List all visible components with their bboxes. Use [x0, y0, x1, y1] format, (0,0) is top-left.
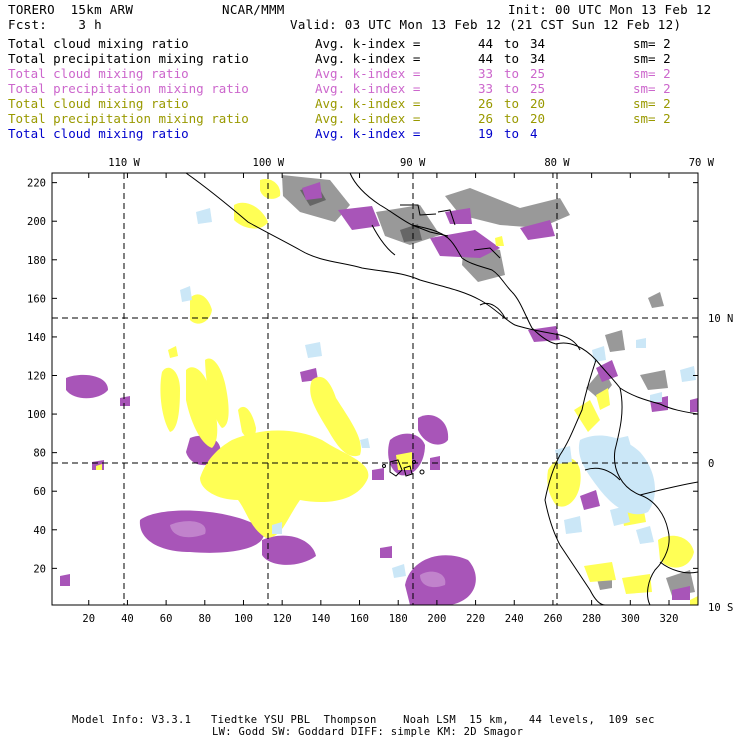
- cloud-fill-yellow: [96, 178, 698, 605]
- forecast-hour: Fcst: 3 h: [8, 17, 102, 32]
- x-tick-marks: [88, 173, 670, 605]
- field-name: Total precipitation mixing ratio: [8, 111, 249, 126]
- kindex-label: Avg. k-index =: [315, 51, 421, 66]
- latitude-label: 0: [708, 458, 714, 470]
- x-tick-label: 80: [198, 613, 211, 625]
- kindex-label: Avg. k-index =: [315, 96, 421, 111]
- x-tick-label: 60: [160, 613, 173, 625]
- kindex-to: 34: [530, 36, 546, 51]
- kindex-label: Avg. k-index =: [315, 81, 421, 96]
- kindex-from: 26: [478, 111, 494, 126]
- map-field: [52, 173, 698, 605]
- kindex-to: 25: [530, 66, 546, 81]
- y-tick-label: 200: [27, 216, 46, 228]
- smoothing: sm= 2: [633, 81, 671, 96]
- map-frame: [51, 172, 699, 606]
- y-tick-label: 220: [27, 178, 46, 190]
- x-tick-label: 160: [350, 613, 369, 625]
- kindex-to: 34: [530, 51, 546, 66]
- kindex-from: 19: [478, 126, 494, 141]
- kindex-to-word: to: [504, 111, 520, 126]
- latitude-label: 10 N: [708, 313, 733, 325]
- x-tick-label: 120: [273, 613, 292, 625]
- smoothing: sm= 2: [633, 111, 671, 126]
- kindex-from: 44: [478, 36, 494, 51]
- field-name: Total cloud mixing ratio: [8, 36, 189, 51]
- y-tick-label: 80: [33, 448, 46, 460]
- model-name: TORERO 15km ARW: [8, 2, 134, 17]
- kindex-to-word: to: [504, 126, 520, 141]
- field-name: Total cloud mixing ratio: [8, 126, 189, 141]
- field-name: Total cloud mixing ratio: [8, 66, 189, 81]
- y-tick-label: 120: [27, 371, 46, 383]
- y-tick-label: 160: [27, 293, 46, 305]
- latitude-labels: 10 N 0 10 S: [708, 313, 733, 614]
- latlon-grid: [52, 173, 698, 605]
- smoothing: sm= 2: [633, 96, 671, 111]
- init-time: Init: 00 UTC Mon 13 Feb 12: [508, 2, 712, 17]
- y-tick-label: 40: [33, 525, 46, 537]
- coastlines: [185, 173, 698, 605]
- cloud-fill-gray: [282, 175, 695, 596]
- x-tick-label: 280: [582, 613, 601, 625]
- x-tick-label: 300: [621, 613, 640, 625]
- x-tick-label: 180: [389, 613, 408, 625]
- y-tick-label: 180: [27, 255, 46, 267]
- x-tick-label: 320: [660, 613, 679, 625]
- kindex-to-word: to: [504, 66, 520, 81]
- x-tick-label: 200: [427, 613, 446, 625]
- kindex-from: 44: [478, 51, 494, 66]
- longitude-label: 110 W: [108, 157, 140, 169]
- smoothing: sm= 2: [633, 36, 671, 51]
- longitude-labels: 110 W 100 W 90 W 80 W 70 W: [108, 157, 714, 169]
- valid-time: Valid: 03 UTC Mon 13 Feb 12 (21 CST Sun …: [290, 17, 682, 32]
- y-tick-label: 20: [33, 563, 46, 575]
- kindex-to: 25: [530, 81, 546, 96]
- organization: NCAR/MMM: [222, 2, 285, 17]
- x-tick-label: 40: [121, 613, 134, 625]
- longitude-label: 100 W: [253, 157, 285, 169]
- smoothing: sm= 2: [633, 66, 671, 81]
- x-tick-label: 220: [466, 613, 485, 625]
- kindex-from: 26: [478, 96, 494, 111]
- y-tick-label: 60: [33, 486, 46, 498]
- kindex-label: Avg. k-index =: [315, 126, 421, 141]
- x-tick-label: 100: [234, 613, 253, 625]
- y-tick-marks: [52, 182, 698, 569]
- kindex-label: Avg. k-index =: [315, 36, 421, 51]
- x-tick-labels: 20 40 60 80 100 120 140 160 180 200 220 240 260 280 30…: [82, 613, 678, 625]
- kindex-label: Avg. k-index =: [315, 111, 421, 126]
- cloud-fill-light-blue: [180, 208, 696, 578]
- kindex-to: 20: [530, 96, 546, 111]
- latitude-label: 10 S: [708, 602, 733, 614]
- field-name: Total precipitation mixing ratio: [8, 81, 249, 96]
- kindex-from: 33: [478, 66, 494, 81]
- kindex-to-word: to: [504, 96, 520, 111]
- kindex-label: Avg. k-index =: [315, 66, 421, 81]
- kindex-to: 4: [530, 126, 538, 141]
- kindex-to-word: to: [504, 36, 520, 51]
- y-tick-label: 100: [27, 409, 46, 421]
- x-tick-label: 260: [543, 613, 562, 625]
- galapagos-islands: [382, 459, 425, 477]
- y-tick-labels: 20 40 60 80 100 120 140 160 180 200 220: [27, 178, 46, 576]
- longitude-label: 80 W: [544, 157, 570, 169]
- y-tick-label: 140: [27, 332, 46, 344]
- model-info-line1: Model Info: V3.3.1 Tiedtke YSU PBL Thomp…: [72, 714, 655, 726]
- kindex-to: 20: [530, 111, 546, 126]
- longitude-label: 90 W: [400, 157, 426, 169]
- kindex-to-word: to: [504, 51, 520, 66]
- field-name: Total precipitation mixing ratio: [8, 51, 249, 66]
- x-tick-label: 20: [82, 613, 95, 625]
- model-info-line2: LW: Godd SW: Goddard DIFF: simple KM: 2D…: [212, 726, 524, 738]
- x-tick-label: 240: [505, 613, 524, 625]
- cloud-fill-light-purple: [170, 521, 446, 588]
- x-tick-label: 140: [311, 613, 330, 625]
- smoothing: sm= 2: [633, 51, 671, 66]
- kindex-from: 33: [478, 81, 494, 96]
- kindex-to-word: to: [504, 81, 520, 96]
- longitude-label: 70 W: [689, 157, 715, 169]
- field-name: Total cloud mixing ratio: [8, 96, 189, 111]
